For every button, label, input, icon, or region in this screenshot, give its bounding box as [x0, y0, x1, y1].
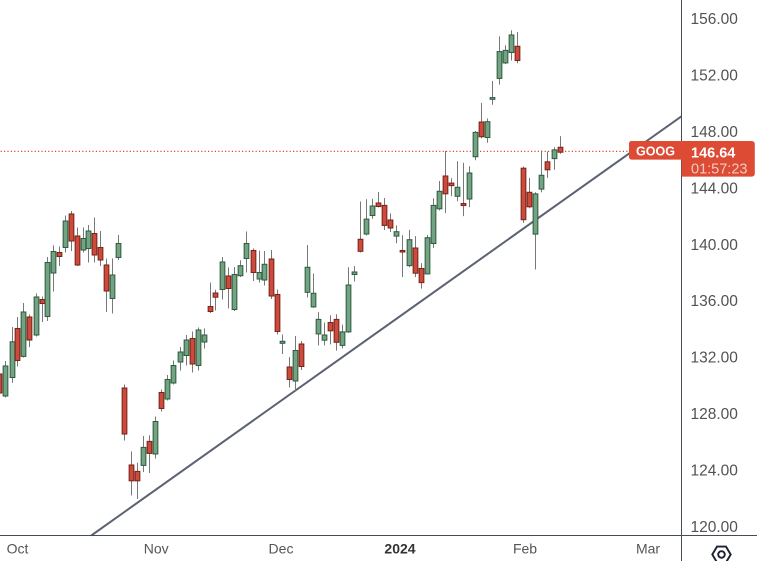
svg-text:Oct: Oct — [7, 541, 29, 557]
svg-text:148.00: 148.00 — [691, 124, 739, 141]
svg-text:140.00: 140.00 — [691, 237, 739, 254]
svg-text:Feb: Feb — [513, 541, 537, 557]
svg-text:Mar: Mar — [636, 541, 660, 557]
svg-text:152.00: 152.00 — [691, 68, 739, 85]
svg-text:136.00: 136.00 — [691, 293, 739, 310]
svg-text:156.00: 156.00 — [691, 11, 739, 28]
svg-text:Nov: Nov — [144, 541, 169, 557]
svg-text:132.00: 132.00 — [691, 350, 739, 367]
svg-text:128.00: 128.00 — [691, 406, 739, 423]
svg-text:120.00: 120.00 — [691, 519, 739, 536]
svg-text:01:57:23: 01:57:23 — [691, 161, 747, 177]
svg-text:146.64: 146.64 — [691, 145, 735, 161]
svg-text:Dec: Dec — [269, 541, 294, 557]
svg-text:2024: 2024 — [384, 541, 415, 557]
svg-text:144.00: 144.00 — [691, 180, 739, 197]
svg-text:GOOG: GOOG — [636, 144, 675, 158]
svg-text:124.00: 124.00 — [691, 462, 739, 479]
